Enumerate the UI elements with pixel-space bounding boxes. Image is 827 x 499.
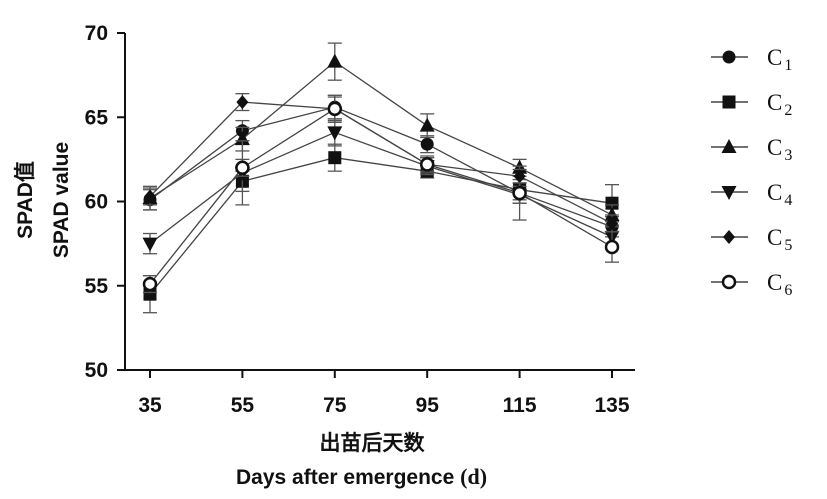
legend-marker [721,186,737,200]
data-point [420,137,434,151]
data-point [328,151,342,165]
legend-label-main: C [767,45,782,70]
x-tick-label: 95 [416,394,440,417]
series-C6 [142,96,620,294]
legend-label-main: C [767,180,782,205]
x-axis-title-en-text: Days after emergence [236,466,454,489]
legend-label-sub: 3 [784,147,792,164]
legend-label-main: C [767,90,782,115]
data-point [513,169,526,184]
series-C3 [142,42,620,226]
legend-label-sub: 5 [784,237,792,254]
legend-marker [722,95,736,109]
y-tick-label: 50 [85,359,108,382]
series-C2 [143,143,619,314]
x-axis-title-zh: 出苗后天数 [320,431,426,455]
y-tick-label: 60 [85,191,108,214]
legend-label-sub: 1 [784,57,792,74]
x-tick-label: 115 [503,394,537,417]
data-point [142,276,158,292]
legend-marker [721,139,737,153]
legend-label-main: C [767,225,782,250]
legend-marker [721,274,737,290]
data-point [419,157,435,172]
data-point [512,185,527,201]
data-point [327,53,343,68]
data-point [606,216,618,231]
y-tick-label: 65 [85,106,109,129]
x-axis-title-en: Days after emergence (d) [236,464,487,489]
data-point [604,239,620,255]
data-point [235,160,250,176]
legend-marker [722,50,736,64]
legend-label-main: C [767,270,782,295]
data-point [144,189,156,204]
series-C4 [142,118,620,255]
x-tick-label: 135 [594,394,629,417]
series-line [149,106,613,228]
series-C5 [143,93,619,233]
series-line [149,60,613,216]
legend: C 1C 2C 3C 4C 5C 6 [711,45,792,299]
legend-label-sub: 6 [784,282,792,299]
series-line [149,108,613,285]
data-point [236,95,249,110]
data-point [327,126,343,141]
legend-label-sub: 2 [784,102,792,119]
x-axis-unit: (d) [460,464,487,489]
data-point [143,287,157,301]
x-tick-label: 35 [138,394,162,417]
y-axis-title-zh: SPAD值 [13,161,37,239]
data-point [419,117,435,132]
x-tick-label: 75 [323,394,347,417]
data-point [234,131,250,146]
legend-marker [723,230,735,244]
x-tick-label: 55 [231,394,255,417]
data-point [605,196,619,210]
y-axis-title-en: SPAD value [50,142,73,258]
y-tick-label: 70 [85,22,108,45]
legend-label-main: C [767,135,782,160]
legend-label-sub: 4 [784,192,792,209]
series-line [149,157,613,295]
data-point [327,101,343,117]
y-tick-label: 55 [85,275,109,298]
data-point [142,237,158,252]
data-point [604,206,620,221]
